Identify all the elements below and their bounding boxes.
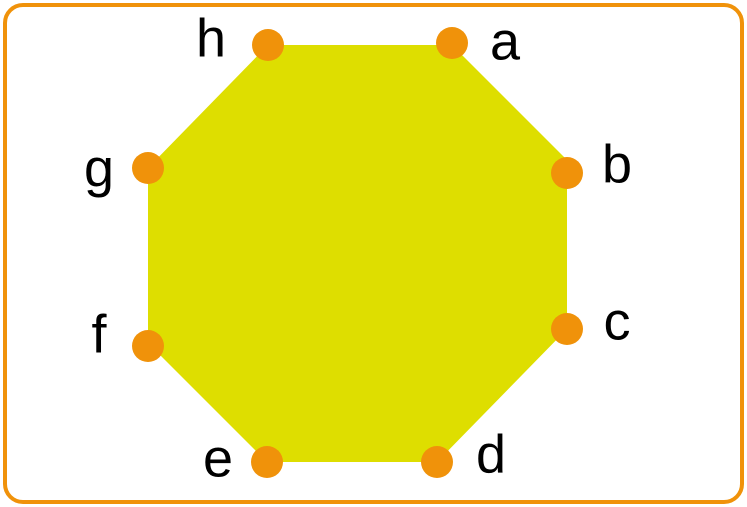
frame-border — [3, 3, 744, 504]
vertex-dot-b — [551, 157, 583, 189]
vertex-label-h: h — [196, 8, 226, 68]
vertex-label-d: d — [476, 424, 506, 484]
vertex-label-c: c — [604, 291, 631, 351]
vertex-dot-h — [252, 29, 284, 61]
vertex-label-f: f — [91, 304, 107, 364]
vertex-dot-g — [132, 152, 164, 184]
vertex-label-e: e — [203, 428, 233, 488]
vertex-dot-a — [436, 27, 468, 59]
vertex-label-g: g — [84, 138, 114, 198]
vertex-dot-f — [132, 330, 164, 362]
vertex-label-b: b — [602, 134, 632, 194]
vertex-dot-e — [251, 446, 283, 478]
vertex-dot-d — [421, 446, 453, 478]
octagon-shape — [148, 45, 567, 462]
vertex-dot-c — [551, 313, 583, 345]
vertex-label-a: a — [490, 11, 521, 71]
